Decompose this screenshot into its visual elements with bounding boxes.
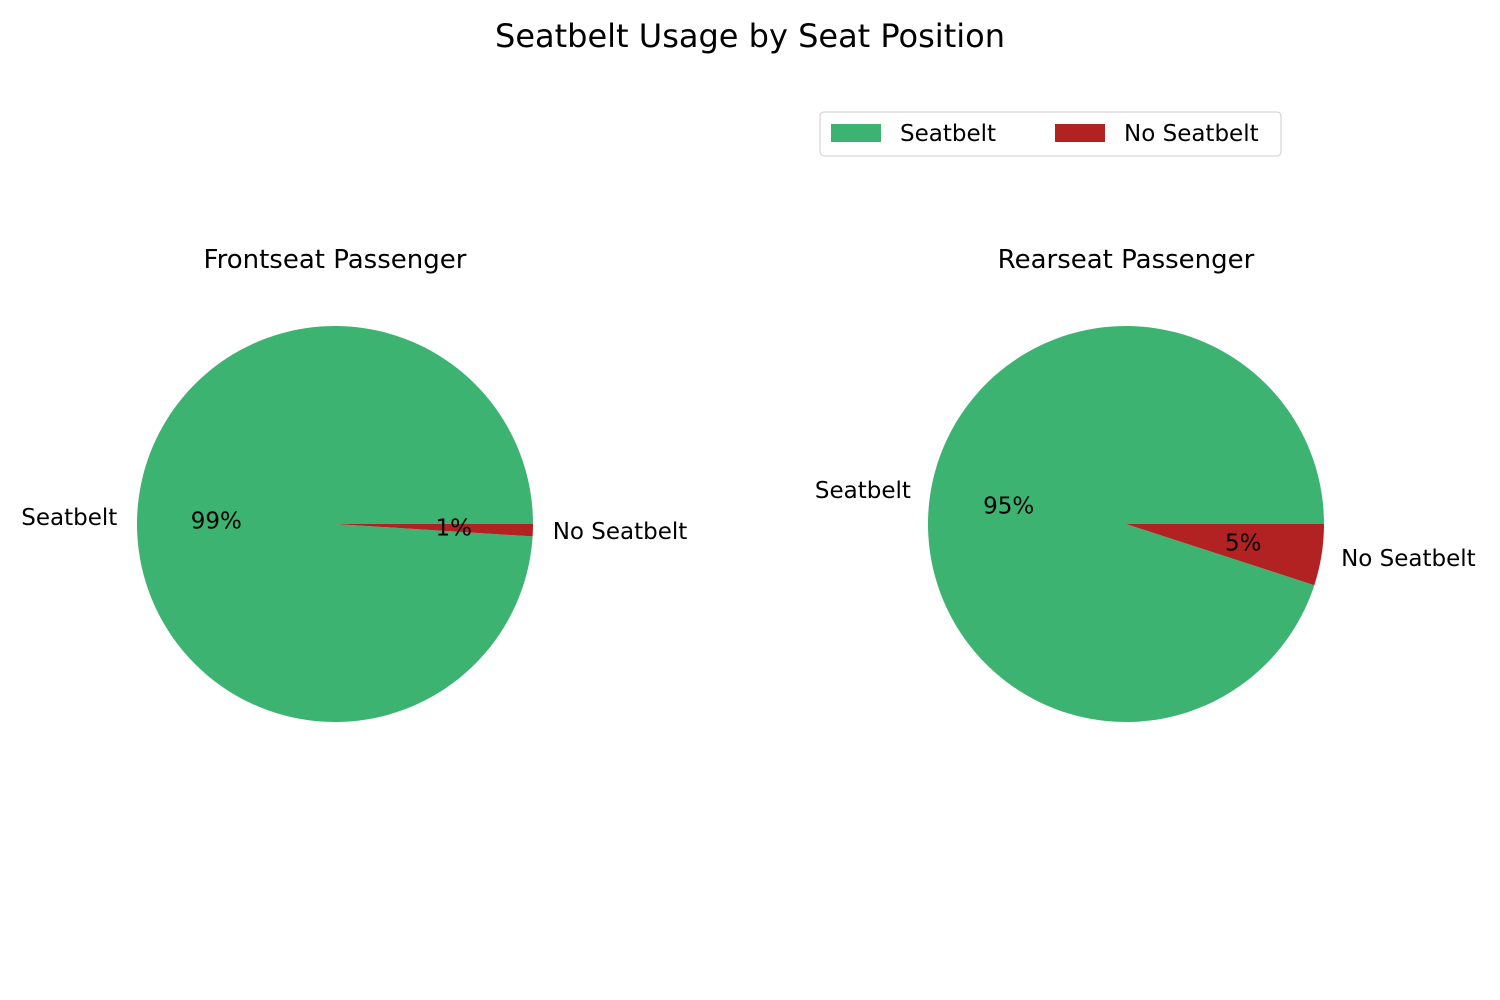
pie-rearseat-title: Rearseat Passenger [998, 245, 1255, 275]
pie-frontseat-pct-no-seatbelt: 1% [435, 516, 472, 542]
pie-rearseat-pct-seatbelt: 95% [983, 493, 1034, 519]
pie-rearseat: Rearseat Passenger Seatbelt No Seatbelt … [815, 245, 1476, 723]
legend-label-seatbelt: Seatbelt [900, 121, 996, 147]
legend-frame [819, 111, 1282, 157]
pie-rearseat-slice-seatbelt [928, 326, 1324, 723]
pie-rearseat-label-seatbelt: Seatbelt [815, 478, 911, 504]
legend-swatch-seatbelt [831, 124, 881, 142]
pie-frontseat-slice-no-seatbelt [335, 524, 533, 537]
legend: Seatbelt No Seatbelt [819, 111, 1282, 157]
pie-frontseat-label-no-seatbelt: No Seatbelt [553, 519, 688, 545]
pie-frontseat-title: Frontseat Passenger [204, 245, 467, 275]
pie-frontseat-pct-seatbelt: 99% [191, 508, 242, 534]
legend-swatch-no-seatbelt [1055, 124, 1105, 142]
pie-rearseat-label-no-seatbelt: No Seatbelt [1341, 546, 1476, 572]
pie-rearseat-slice-no-seatbelt [1126, 524, 1324, 586]
pie-frontseat-label-seatbelt: Seatbelt [21, 505, 117, 531]
figure-title: Seatbelt Usage by Seat Position [495, 17, 1005, 55]
legend-label-no-seatbelt: No Seatbelt [1124, 121, 1259, 147]
pie-frontseat-slice-seatbelt [137, 326, 534, 723]
pie-rearseat-pct-no-seatbelt: 5% [1225, 531, 1262, 557]
pie-frontseat: Frontseat Passenger Seatbelt No Seatbelt… [21, 245, 688, 723]
